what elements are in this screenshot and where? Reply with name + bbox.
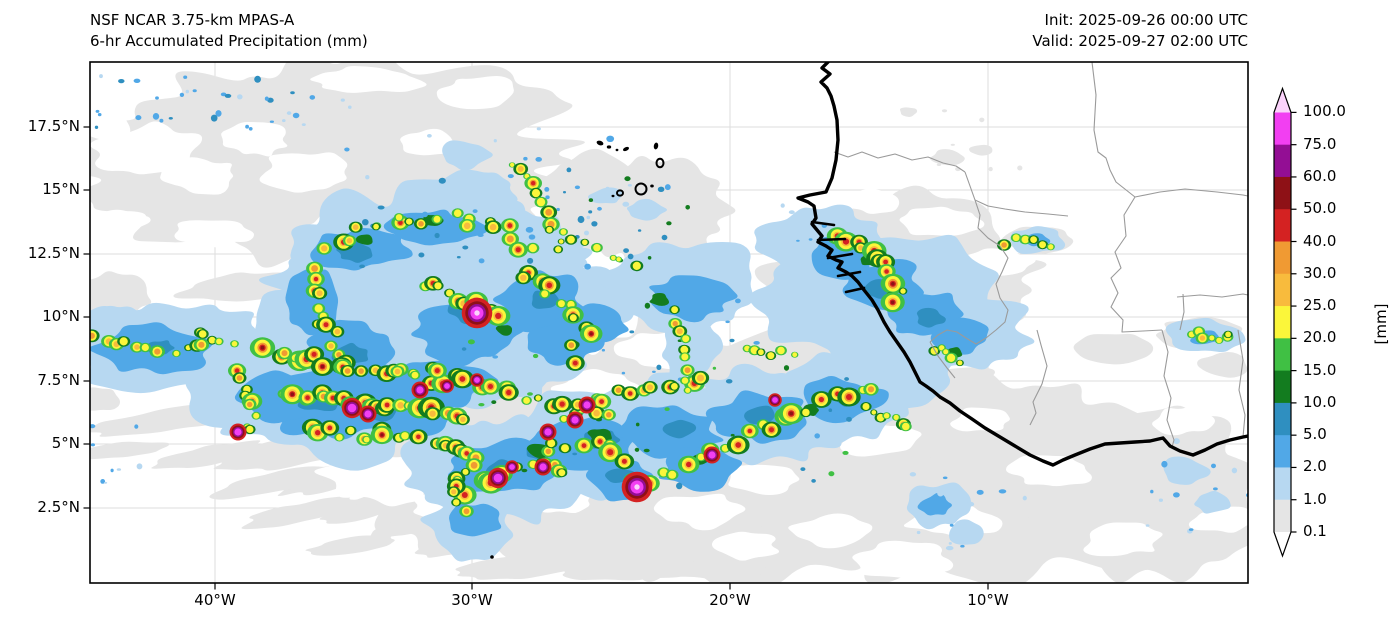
y-tick-label: 2.5°N xyxy=(37,498,80,516)
colorbar-tick-label: 2.0 xyxy=(1303,457,1327,476)
colorbar-tick-label: 100.0 xyxy=(1303,102,1346,121)
valid-time-label: Valid: 2025-09-27 02:00 UTC xyxy=(1032,32,1248,50)
plot-title-line1: NSF NCAR 3.75-km MPAS-A xyxy=(90,11,295,29)
islet-dot xyxy=(490,555,494,559)
y-tick-label: 12.5°N xyxy=(27,244,80,262)
axis-ticks xyxy=(83,126,989,590)
colorbar xyxy=(1273,86,1297,558)
colorbar-tick-label: 25.0 xyxy=(1303,296,1337,315)
colorbar-tick-label: 50.0 xyxy=(1303,199,1337,218)
coastline xyxy=(796,62,1248,467)
plot-border xyxy=(89,61,1249,584)
y-tick-label: 5°N xyxy=(51,434,80,452)
colorbar-tick-label: 40.0 xyxy=(1303,231,1337,250)
colorbar-tick-label: 0.1 xyxy=(1303,522,1327,540)
x-tick-label: 40°W xyxy=(194,591,236,609)
cape-verde-islands xyxy=(596,140,665,198)
y-tick-label: 10°N xyxy=(42,307,80,325)
plot-title-line2: 6-hr Accumulated Precipitation (mm) xyxy=(90,32,368,50)
colorbar-tick-label: 15.0 xyxy=(1303,360,1337,379)
y-tick-label: 17.5°N xyxy=(27,117,80,135)
colorbar-tick-label: 30.0 xyxy=(1303,263,1337,282)
colorbar-tick-label: 75.0 xyxy=(1303,134,1337,153)
country-borders xyxy=(833,62,1248,448)
colorbar-tick-label: 5.0 xyxy=(1303,425,1327,444)
colorbar-tick-label: 20.0 xyxy=(1303,328,1337,347)
x-tick-label: 30°W xyxy=(451,591,493,609)
map-content xyxy=(90,62,1248,583)
colorbar-tick-label: 10.0 xyxy=(1303,392,1337,411)
x-tick-label: 10°W xyxy=(967,591,1009,609)
colorbar-tick-label: 60.0 xyxy=(1303,166,1337,185)
init-time-label: Init: 2025-09-26 00:00 UTC xyxy=(1044,11,1248,29)
x-tick-label: 20°W xyxy=(709,591,751,609)
y-tick-label: 7.5°N xyxy=(37,371,80,389)
convective-cells xyxy=(90,162,1234,518)
colorbar-tick-label: 1.0 xyxy=(1303,489,1327,508)
colorbar-unit-label: [mm] xyxy=(1372,303,1390,345)
y-tick-label: 15°N xyxy=(42,180,80,198)
